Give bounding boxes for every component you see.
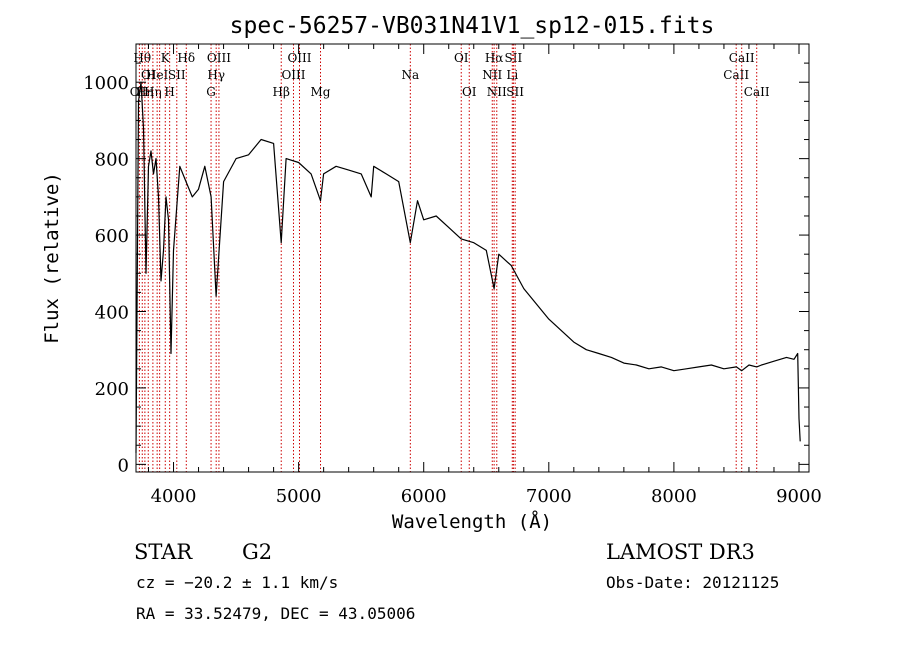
x-tick-label-0: 4000 (151, 486, 197, 507)
line-label-5: HeI (146, 68, 169, 82)
spectral-line-markers: OIIHθHηOIHηHeIKHSIIHδGHγOIIIHβOIIIOIIIMg… (130, 44, 770, 472)
line-label-26: SII (506, 85, 524, 99)
axis-ticks (136, 44, 809, 472)
line-label-27: CaII (723, 68, 749, 82)
line-label-18: Na (402, 68, 420, 82)
object-subclass: G2 (242, 540, 272, 564)
line-label-24: Li (506, 68, 518, 82)
line-label-9: SII (168, 68, 186, 82)
line-label-13: OIII (207, 51, 231, 65)
y-tick-label-3: 600 (95, 226, 129, 247)
line-label-12: Hγ (207, 68, 225, 82)
x-axis-label: Wavelength (Å) (392, 510, 552, 533)
y-tick-label-1: 200 (95, 379, 129, 400)
line-label-1: Hθ (133, 51, 151, 65)
y-tick-label-2: 400 (95, 303, 129, 324)
line-label-15: OIII (281, 68, 305, 82)
chart-title: spec-56257-VB031N41V1_sp12-015.fits (230, 13, 715, 39)
flux-series (135, 81, 801, 453)
line-label-23: NII (487, 85, 507, 99)
line-label-11: G (206, 85, 216, 99)
line-label-3: OI (141, 68, 156, 82)
obs-date: Obs-Date: 20121125 (606, 573, 779, 592)
line-label-14: Hβ (273, 85, 290, 99)
y-tick-label-4: 800 (95, 150, 129, 171)
x-tick-label-1: 5000 (276, 486, 322, 507)
line-label-22: Hα (485, 51, 504, 65)
line-label-7: K (161, 51, 171, 65)
line-label-29: CaII (744, 85, 770, 99)
x-tick-label-4: 8000 (651, 486, 697, 507)
line-label-16: OIII (287, 51, 311, 65)
x-tick-label-2: 6000 (401, 486, 447, 507)
y-tick-label-0: 0 (118, 455, 129, 476)
redshift-cz: cz = −20.2 ± 1.1 km/s (136, 573, 338, 592)
line-label-21: NII (482, 68, 502, 82)
y-axis-label: Flux (relative) (41, 172, 63, 344)
line-label-8: H (164, 85, 174, 99)
line-label-10: Hδ (177, 51, 195, 65)
x-tick-label-3: 7000 (526, 486, 572, 507)
line-label-17: Mg (311, 85, 331, 99)
y-tick-label-5: 1000 (83, 73, 129, 94)
axis-tick-labels: 4000 5000 6000 7000 8000 9000 0 200 400 600 800 100… (83, 73, 822, 507)
plot-frame (135, 43, 810, 473)
line-label-19: OI (454, 51, 469, 65)
line-label-25: SII (505, 51, 523, 65)
line-label-20: OI (462, 85, 477, 99)
x-tick-label-5: 9000 (776, 486, 822, 507)
survey-name: LAMOST DR3 (606, 540, 755, 564)
ra-dec-coordinates: RA = 33.52479, DEC = 43.05006 (136, 604, 415, 623)
object-class: STAR (134, 540, 193, 564)
line-label-28: CaII (729, 51, 755, 65)
line-label-4: Hη (144, 85, 162, 99)
series-line-0 (135, 81, 801, 453)
